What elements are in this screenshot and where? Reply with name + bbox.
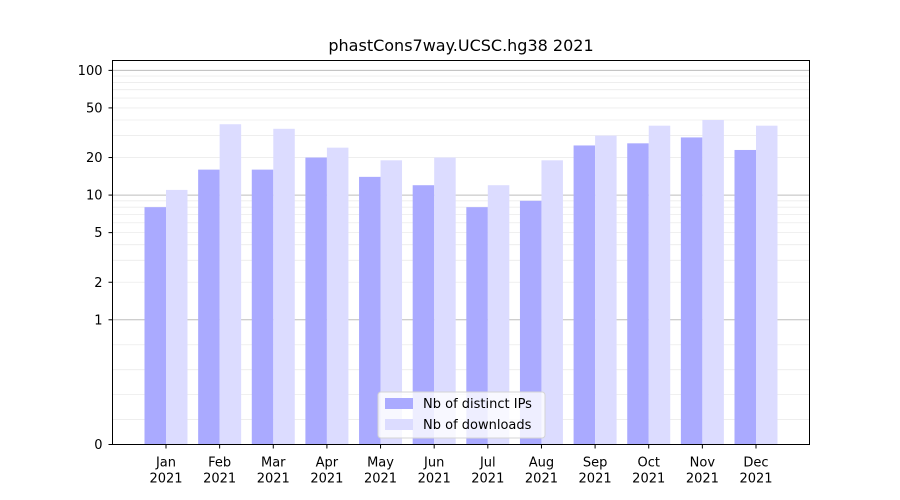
bar (541, 160, 563, 445)
x-tick-label-line: 2021 (257, 472, 290, 487)
x-tick-label-line: Sep (583, 456, 608, 471)
bar (702, 120, 724, 445)
bar (466, 207, 488, 445)
legend-box (377, 391, 546, 439)
chart-title: phastCons7way.UCSC.hg38 2021 (328, 36, 593, 55)
x-tick-label: Oct 2021 (632, 456, 665, 487)
bar (680, 137, 703, 445)
bar (627, 143, 649, 445)
bar (380, 160, 403, 445)
x-tick-label: Dec 2021 (739, 456, 772, 487)
bar (573, 145, 596, 445)
x-tick-label-line: Apr (316, 456, 339, 471)
x-tick-label-line: 2021 (525, 472, 558, 487)
bar (434, 157, 456, 445)
bar (412, 185, 435, 445)
x-tick-label-line: 2021 (310, 472, 343, 487)
x-tick-label: Sep 2021 (579, 456, 612, 487)
x-tick-label: Jan 2021 (149, 456, 182, 487)
y-tick-label: 20 (86, 151, 103, 166)
bar (756, 125, 778, 445)
bar (198, 169, 220, 445)
y-axis: 0 1 2 5 10 20 50 100 (78, 64, 113, 453)
y-tick-label: 1 (94, 313, 102, 328)
x-tick-label-line: 2021 (632, 472, 665, 487)
x-tick-label-line: Nov (690, 456, 716, 471)
bar (519, 200, 542, 445)
bar (487, 185, 510, 445)
y-tick-label: 5 (94, 226, 102, 241)
bar (144, 207, 166, 445)
x-tick-label-line: Jun (423, 456, 444, 471)
bar (326, 147, 349, 445)
bar (219, 124, 242, 445)
bars (144, 120, 778, 445)
x-tick-label-line: Aug (529, 456, 554, 471)
x-tick-label: Mar 2021 (257, 456, 290, 487)
bar (166, 189, 188, 445)
x-tick-label: Aug 2021 (525, 456, 558, 487)
x-tick-label-line: Mar (261, 456, 286, 471)
x-tick-label-line: 2021 (418, 472, 451, 487)
bar (734, 149, 756, 445)
x-tick-label: Jun 2021 (418, 456, 451, 487)
bar (359, 176, 381, 445)
y-tick-label: 0 (94, 438, 102, 453)
y-tick-label: 100 (78, 64, 103, 79)
legend-swatch (385, 419, 413, 430)
x-tick-label-line: Jan (155, 456, 176, 471)
x-tick-label-line: 2021 (149, 472, 182, 487)
x-tick-label-line: 2021 (471, 472, 504, 487)
x-tick-label-line: Feb (208, 456, 231, 471)
x-tick-label: Nov 2021 (686, 456, 719, 487)
x-tick-label-line: Jul (479, 456, 496, 471)
x-tick-label: May 2021 (364, 456, 397, 487)
y-tick-label: 2 (94, 276, 102, 291)
legend-swatch (385, 398, 413, 409)
x-tick-label: Feb 2021 (203, 456, 236, 487)
bar (273, 128, 295, 445)
x-tick-label-line: 2021 (579, 472, 612, 487)
bar (595, 135, 617, 445)
x-tick-label-line: 2021 (364, 472, 397, 487)
legend: Nb of distinct IPs Nb of downloads (377, 391, 546, 439)
bar (305, 157, 327, 445)
y-tick-label: 10 (86, 189, 103, 204)
bar (648, 125, 671, 445)
x-tick-label-line: Dec (743, 456, 768, 471)
x-tick-label: Apr 2021 (310, 456, 343, 487)
legend-label: Nb of downloads (423, 418, 532, 433)
x-tick-label-line: Oct (637, 456, 659, 471)
plot-frame (112, 60, 810, 445)
x-tick-label-line: 2021 (686, 472, 719, 487)
x-tick-label: Jul 2021 (471, 456, 504, 487)
x-tick-label-line: May (367, 456, 394, 471)
bar (251, 169, 274, 445)
x-tick-label-line: 2021 (739, 472, 772, 487)
legend-label: Nb of distinct IPs (423, 397, 532, 412)
y-tick-label: 50 (86, 101, 103, 116)
x-tick-label-line: 2021 (203, 472, 236, 487)
